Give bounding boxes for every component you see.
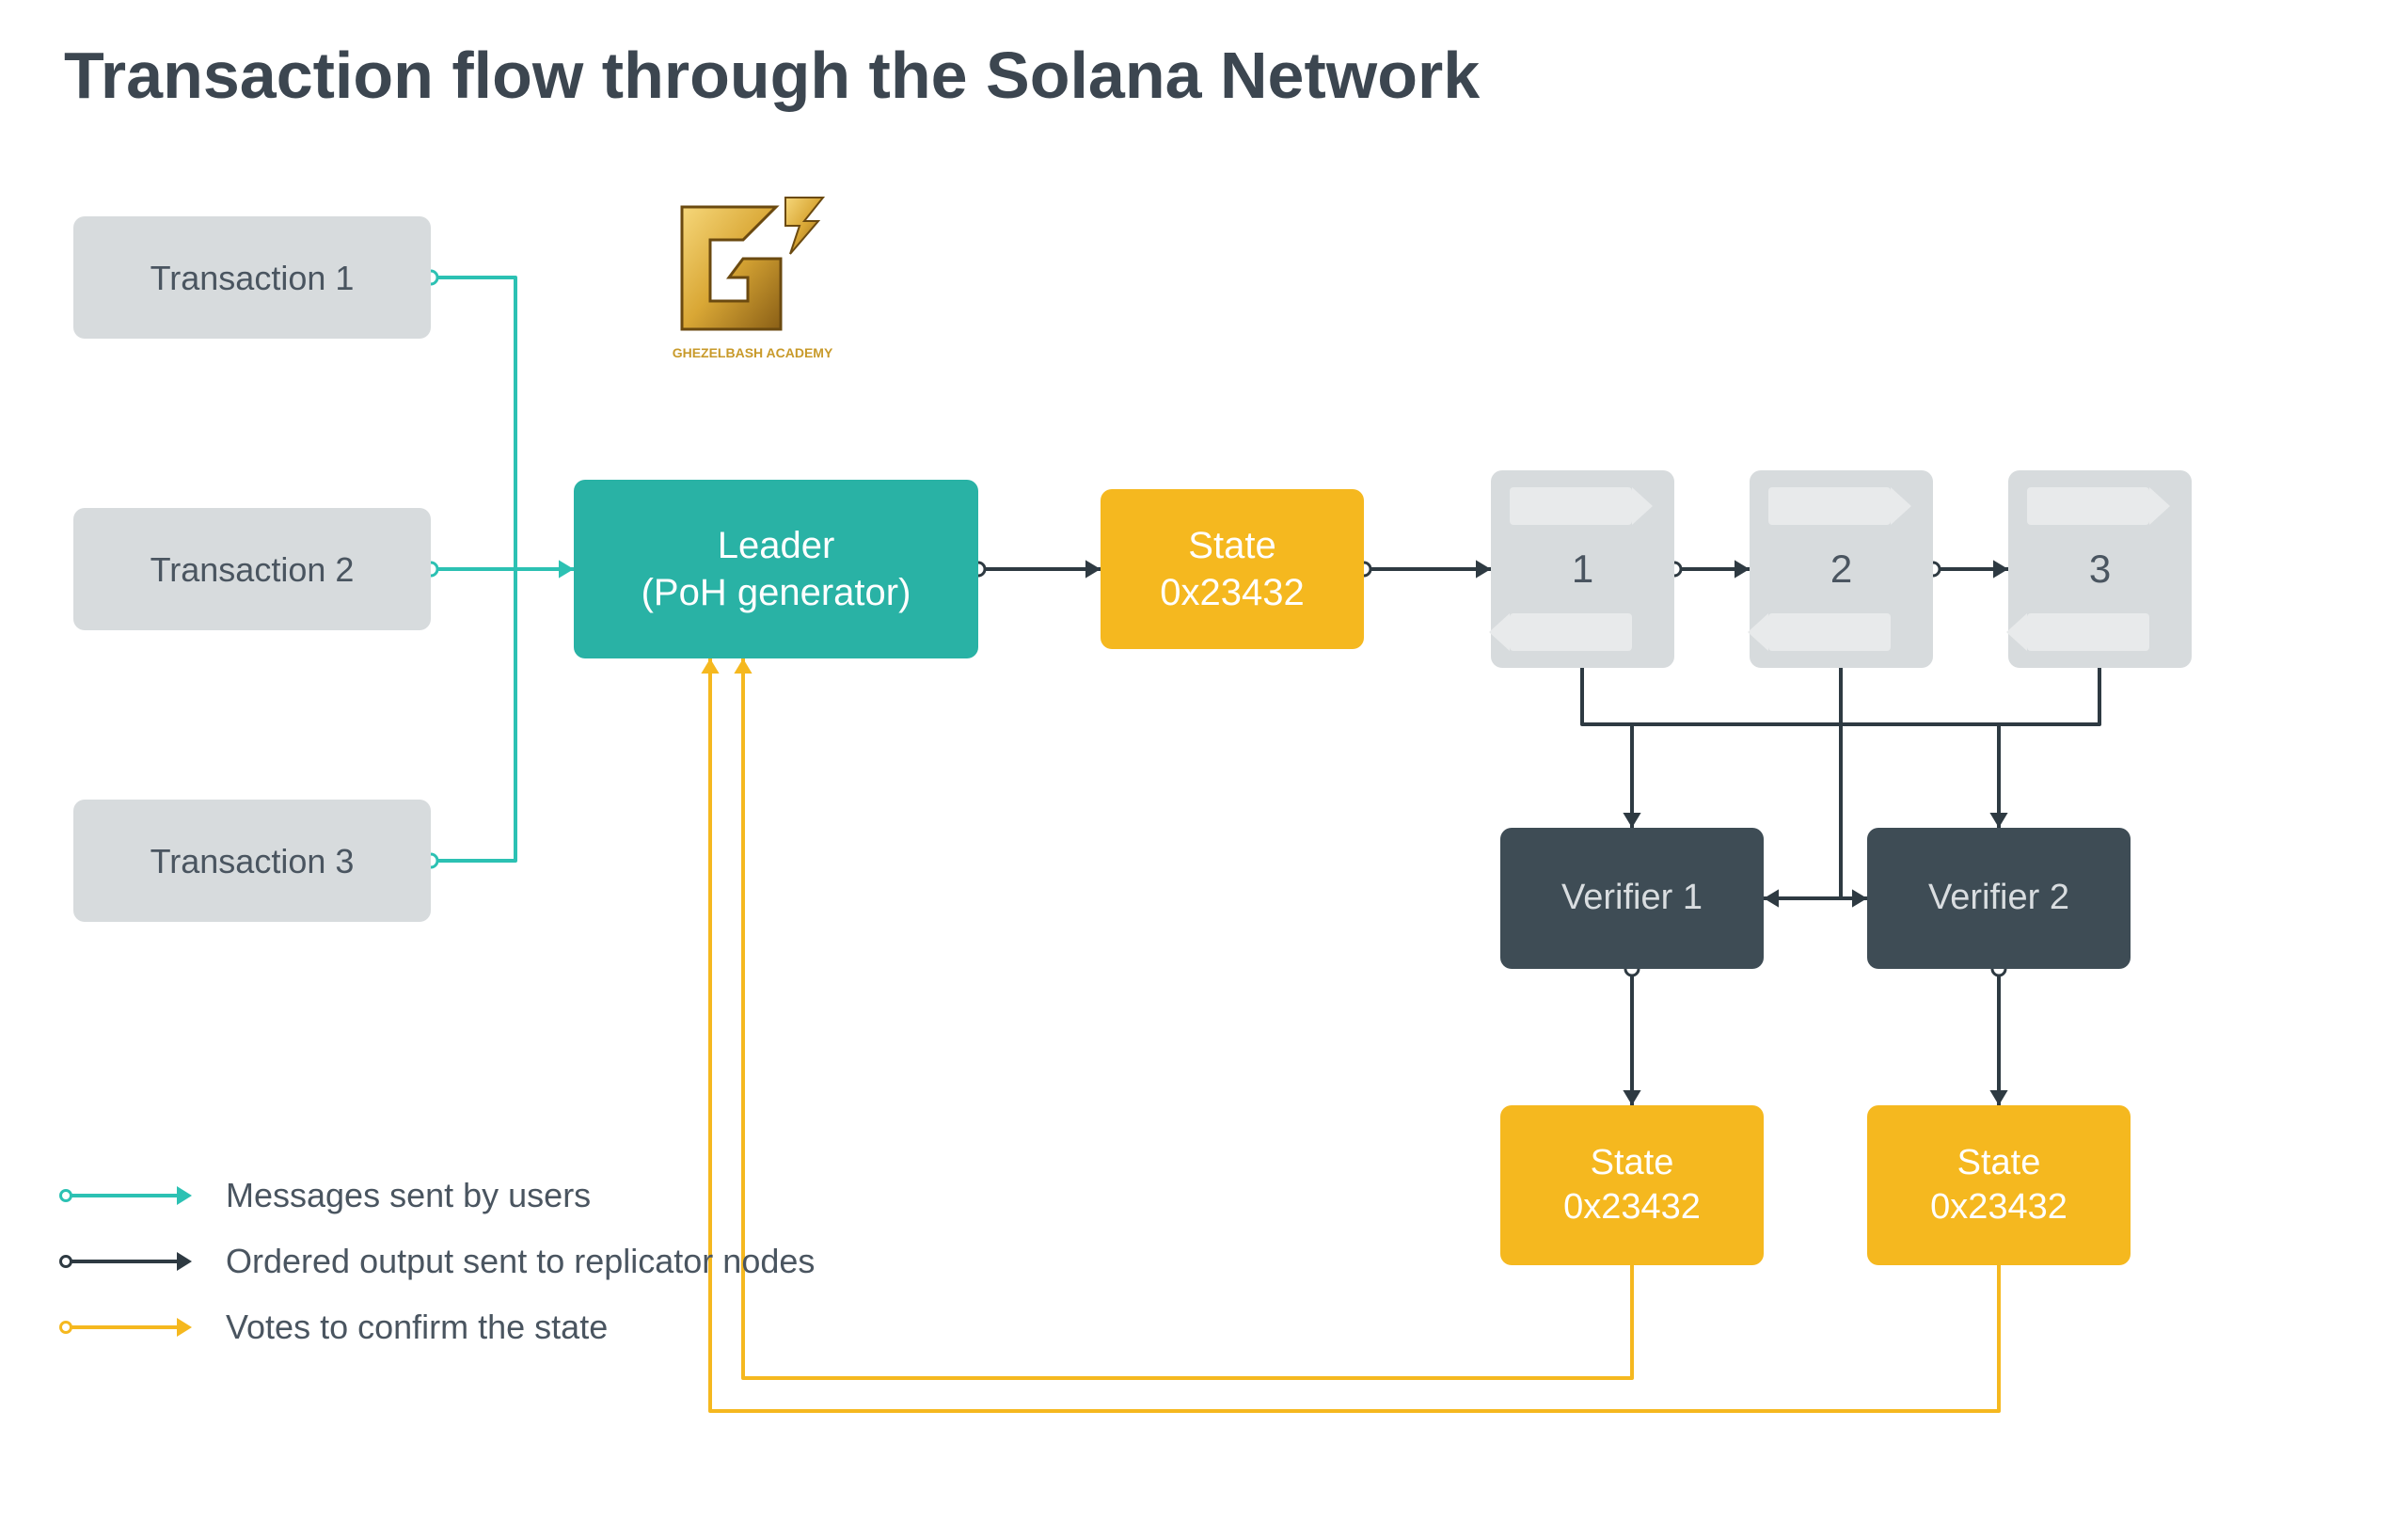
page-title: Transaction flow through the Solana Netw…: [64, 38, 1480, 113]
legend-line-icon: [66, 1194, 188, 1197]
node-label: Verifier 2: [1928, 876, 2069, 921]
node-label: Transaction 1: [150, 257, 355, 299]
legend-label: Votes to confirm the state: [226, 1308, 608, 1347]
replicator-inner-arrow-top: [1768, 487, 1891, 525]
replicator-inner-arrow-top: [2027, 487, 2149, 525]
node-leader: Leader(PoH generator): [574, 480, 978, 658]
legend-row: Messages sent by users: [66, 1176, 815, 1215]
legend-label: Ordered output sent to replicator nodes: [226, 1242, 815, 1281]
node-line1: State: [1188, 522, 1275, 569]
node-verifier2: Verifier 2: [1867, 828, 2131, 969]
replicator-number: 1: [1572, 547, 1593, 592]
replicator-inner-arrow-bot: [1510, 613, 1632, 651]
academy-logo: GHEZELBASH ACADEMY: [654, 188, 851, 376]
replicator-inner-arrow-top: [1510, 487, 1632, 525]
replicator-inner-arrow-bot: [1768, 613, 1891, 651]
replicator-1: 1: [1491, 470, 1674, 668]
node-state_main: State0x23432: [1101, 489, 1364, 649]
replicator-3: 3: [2008, 470, 2192, 668]
node-label: Transaction 2: [150, 548, 355, 591]
legend-label: Messages sent by users: [226, 1176, 591, 1215]
node-state_v2: State0x23432: [1867, 1105, 2131, 1265]
legend-row: Ordered output sent to replicator nodes: [66, 1242, 815, 1281]
replicator-number: 3: [2089, 547, 2111, 592]
node-tx3: Transaction 3: [73, 800, 431, 922]
replicator-2: 2: [1750, 470, 1933, 668]
node-line1: State: [1591, 1141, 1674, 1186]
legend-line-icon: [66, 1260, 188, 1263]
logo-text: GHEZELBASH ACADEMY: [673, 345, 833, 360]
replicator-number: 2: [1830, 547, 1852, 592]
legend-row: Votes to confirm the state: [66, 1308, 815, 1347]
node-line1: Leader: [718, 522, 835, 569]
legend-line-icon: [66, 1325, 188, 1329]
diagram-stage: Transaction flow through the Solana Netw…: [0, 0, 2408, 1538]
node-tx2: Transaction 2: [73, 508, 431, 630]
node-verifier1: Verifier 1: [1500, 828, 1764, 969]
node-label: Transaction 3: [150, 840, 355, 882]
legend: Messages sent by users Ordered output sen…: [66, 1176, 815, 1373]
node-state_v1: State0x23432: [1500, 1105, 1764, 1265]
node-line2: 0x23432: [1930, 1185, 2067, 1230]
node-label: Verifier 1: [1561, 876, 1703, 921]
node-line2: 0x23432: [1160, 569, 1304, 616]
node-line2: 0x23432: [1563, 1185, 1701, 1230]
node-line1: State: [1957, 1141, 2041, 1186]
node-line2: (PoH generator): [642, 569, 911, 616]
replicator-inner-arrow-bot: [2027, 613, 2149, 651]
node-tx1: Transaction 1: [73, 216, 431, 339]
